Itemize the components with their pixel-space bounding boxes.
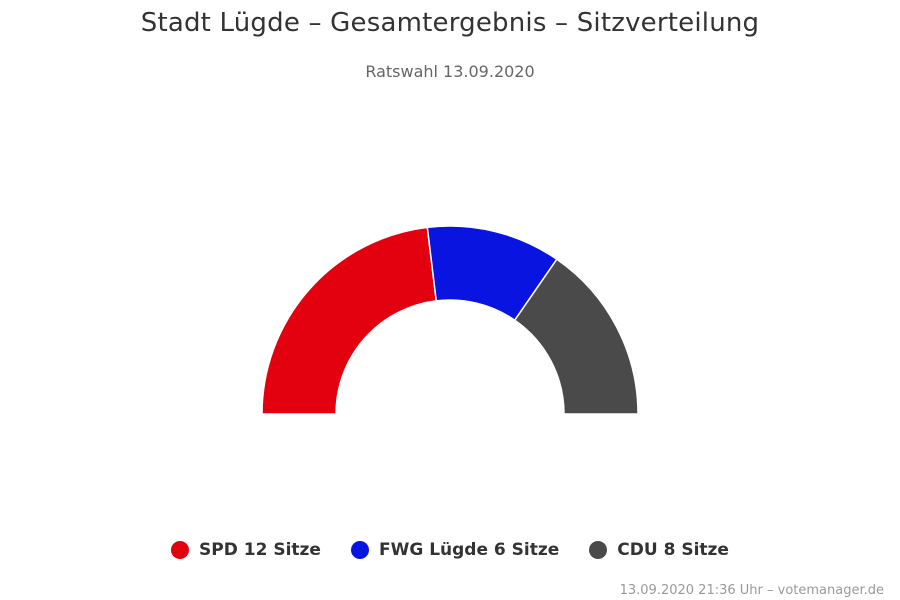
legend-dot-icon xyxy=(350,541,369,559)
legend-item-fwg[interactable]: FWG Lügde 6 Sitze xyxy=(350,540,560,560)
legend-label: SPD 12 Sitze xyxy=(199,540,321,560)
legend-item-cdu[interactable]: CDU 8 Sitze xyxy=(589,540,729,560)
legend-label: CDU 8 Sitze xyxy=(617,540,729,560)
chart-title: Stadt Lügde – Gesamtergebnis – Sitzverte… xyxy=(140,8,760,38)
slices-group xyxy=(261,225,639,415)
slice-cdu[interactable] xyxy=(514,258,639,415)
legend-item-spd[interactable]: SPD 12 Sitze xyxy=(171,540,321,560)
chart-legend: SPD 12 Sitze FWG Lügde 6 Sitze CDU 8 Sit… xyxy=(0,540,900,560)
legend-dot-icon xyxy=(589,541,608,559)
chart-subtitle: Ratswahl 13.09.2020 xyxy=(365,62,535,81)
slice-spd[interactable] xyxy=(261,226,438,415)
credits-link[interactable]: 13.09.2020 21:36 Uhr – votemanager.de xyxy=(619,583,884,598)
legend-label: FWG Lügde 6 Sitze xyxy=(378,540,560,560)
legend-dot-icon xyxy=(171,541,190,559)
